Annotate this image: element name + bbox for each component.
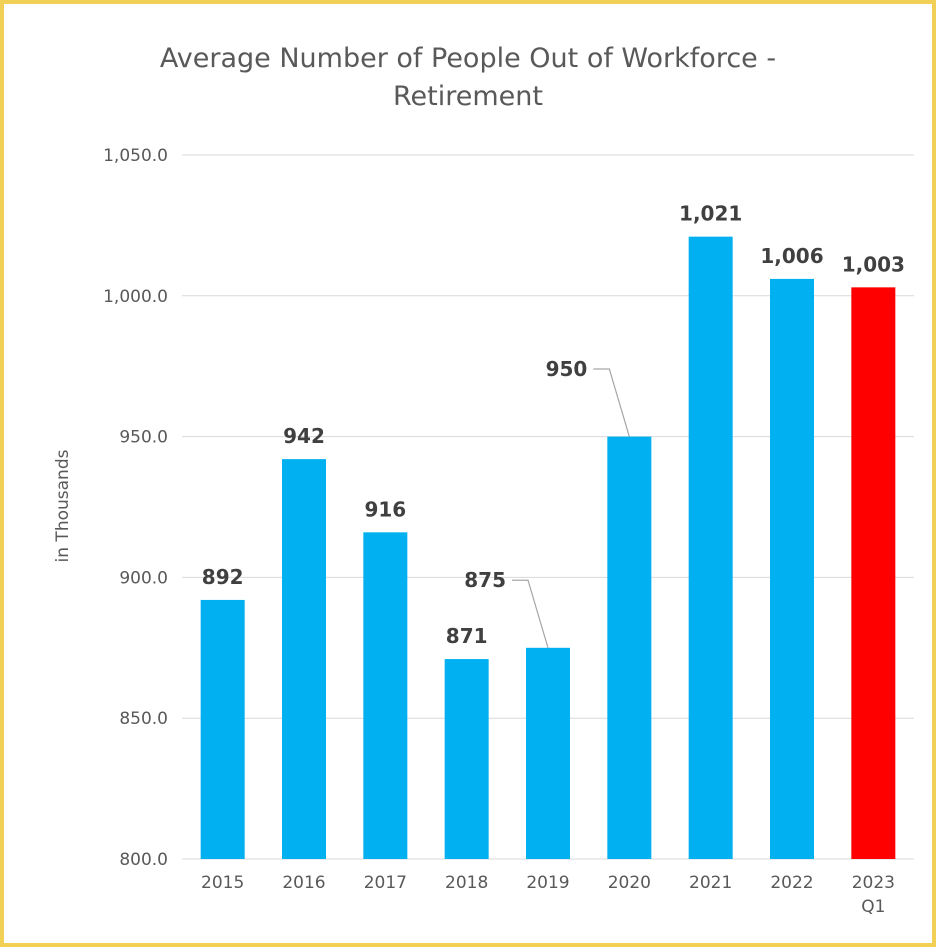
bar [851,287,896,859]
data-label: 871 [446,624,488,648]
y-tick-label: 900.0 [119,568,168,588]
chart-title: Average Number of People Out of Workforc… [160,43,776,112]
data-label: 1,021 [679,202,742,226]
data-label: 875 [464,568,506,592]
data-label: 892 [202,565,244,589]
bars [200,236,896,859]
x-tick-label: Q1 [861,897,885,917]
data-label: 950 [546,357,588,381]
chart-title-line: Retirement [393,81,543,112]
x-tick-label: 2021 [689,873,732,893]
y-tick-label: 850.0 [119,709,168,729]
leader-line [593,368,630,437]
x-tick-label: 2016 [282,873,325,893]
leader-line [512,579,549,648]
x-axis-ticks: 2015 2016 2017 2018 2019 2020 2021 2022 2023 Q1 [201,873,895,917]
x-tick-label: 2023 [852,873,895,893]
data-label: 1,006 [760,244,823,268]
data-label: 942 [283,424,325,448]
x-tick-label: 2018 [445,873,488,893]
bar [444,659,489,859]
x-tick-label: 2022 [770,873,813,893]
bar [607,436,652,859]
bar [526,647,570,859]
x-tick-label: 2015 [201,873,244,893]
y-tick-label: 950.0 [119,428,168,448]
bar [282,459,326,859]
data-label: 916 [364,497,406,521]
bar [770,278,814,859]
y-axis-label: in Thousands [53,449,73,562]
data-label: 1,003 [842,252,905,276]
data-labels: 892 942 916 871 875 950 1,021 1,006 1,003 [202,202,905,648]
y-axis-ticks: 800.0 850.0 900.0 950.0 1,000.0 1,050.0 [103,146,168,870]
y-tick-label: 1,050.0 [103,146,168,166]
chart-title-line: Average Number of People Out of Workforc… [160,43,776,74]
x-tick-label: 2020 [608,873,651,893]
y-tick-label: 1,000.0 [103,287,168,307]
x-tick-label: 2017 [364,873,407,893]
bar [200,599,245,859]
bar [363,532,408,859]
bar [688,236,733,859]
y-tick-label: 800.0 [119,850,168,870]
x-tick-label: 2019 [526,873,569,893]
